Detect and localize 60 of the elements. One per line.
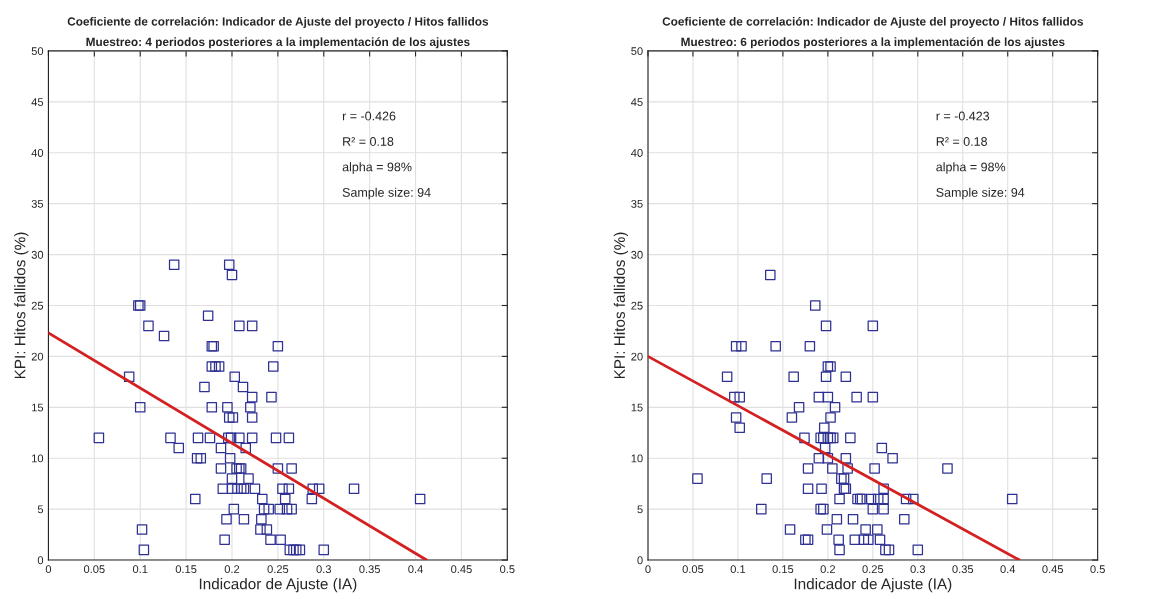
y-tick-label: 35 xyxy=(631,199,643,208)
annotation: alpha = 98% xyxy=(342,162,412,174)
y-tick-label: 20 xyxy=(31,352,44,361)
chart-subtitle: Muestreo: 6 periodos posteriores a la implementación de los ajustes xyxy=(681,37,1065,49)
y-tick-label: 10 xyxy=(32,454,44,463)
annotation: Sample size: 94 xyxy=(342,187,431,200)
y-tick-label: 30 xyxy=(631,250,643,259)
annotation: R² = 0.18 xyxy=(936,137,987,146)
annotation: r = -0.426 xyxy=(342,111,396,121)
x-tick-label: 0.05 xyxy=(682,565,704,574)
y-tick-label: 40 xyxy=(31,149,44,157)
y-axis-title: KPI: Hitos fallidos (%) xyxy=(14,232,29,379)
x-tick-label: 0.4 xyxy=(408,565,423,574)
annotation: alpha = 98% xyxy=(936,162,1006,174)
annotation: Sample size: 94 xyxy=(936,187,1025,200)
chart-subtitle: Muestreo: 4 periodos posteriores a la implementación de los ajustes xyxy=(86,37,470,49)
x-tick-label: 0.1 xyxy=(132,565,148,574)
y-tick-label: 10 xyxy=(631,454,643,463)
y-tick-label: 5 xyxy=(637,505,643,514)
x-tick-label: 0 xyxy=(45,565,52,574)
x-tick-label: 0.3 xyxy=(910,565,926,574)
y-tick-label: 50 xyxy=(31,47,44,56)
y-tick-label: 0 xyxy=(637,556,643,565)
y-tick-label: 30 xyxy=(31,250,44,259)
chart-title: Coeficiente de correlación: Indicador de Ajuste del proyecto / Hitos fallidos xyxy=(662,16,1084,28)
x-tick-label: 0.45 xyxy=(451,565,472,574)
x-axis-title: Indicador de Ajuste (IA) xyxy=(199,578,357,593)
y-tick-label: 25 xyxy=(31,301,44,310)
y-tick-label: 25 xyxy=(631,301,643,310)
y-tick-label: 50 xyxy=(631,47,643,56)
x-tick-label: 0 xyxy=(645,565,651,574)
y-axis-title: KPI: Hitos fallidos (%) xyxy=(613,232,628,379)
annotation: R² = 0.18 xyxy=(343,137,394,146)
chart-title: Coeficiente de correlación: Indicador de Ajuste del proyecto / Hitos fallidos xyxy=(67,16,489,28)
x-tick-label: 0.4 xyxy=(1000,565,1016,574)
y-tick-label: 5 xyxy=(37,505,44,514)
x-tick-label: 0.25 xyxy=(862,565,884,574)
x-tick-label: 0.5 xyxy=(500,565,515,574)
y-tick-label: 40 xyxy=(631,149,643,157)
x-axis-title: Indicador de Ajuste (IA) xyxy=(794,578,952,593)
x-tick-label: 0.2 xyxy=(820,565,836,574)
y-tick-label: 20 xyxy=(631,352,643,361)
x-tick-label: 0.15 xyxy=(772,565,794,574)
x-tick-label: 0.1 xyxy=(730,565,746,574)
y-tick-label: 45 xyxy=(31,98,44,106)
x-tick-label: 0.25 xyxy=(267,565,289,574)
x-tick-label: 0.5 xyxy=(1090,565,1105,574)
annotation: r = -0.423 xyxy=(936,111,990,121)
y-tick-label: 45 xyxy=(631,98,643,106)
x-tick-label: 0.3 xyxy=(316,565,331,574)
x-tick-label: 0.2 xyxy=(224,565,240,574)
x-tick-label: 0.15 xyxy=(175,565,197,574)
y-tick-label: 15 xyxy=(32,403,44,412)
y-tick-label: 35 xyxy=(31,199,44,208)
x-tick-label: 0.05 xyxy=(83,565,105,574)
y-tick-label: 0 xyxy=(37,556,44,565)
x-tick-label: 0.45 xyxy=(1042,565,1064,574)
y-tick-label: 15 xyxy=(631,403,643,412)
x-tick-label: 0.35 xyxy=(359,565,380,574)
x-tick-label: 0.35 xyxy=(952,565,974,574)
